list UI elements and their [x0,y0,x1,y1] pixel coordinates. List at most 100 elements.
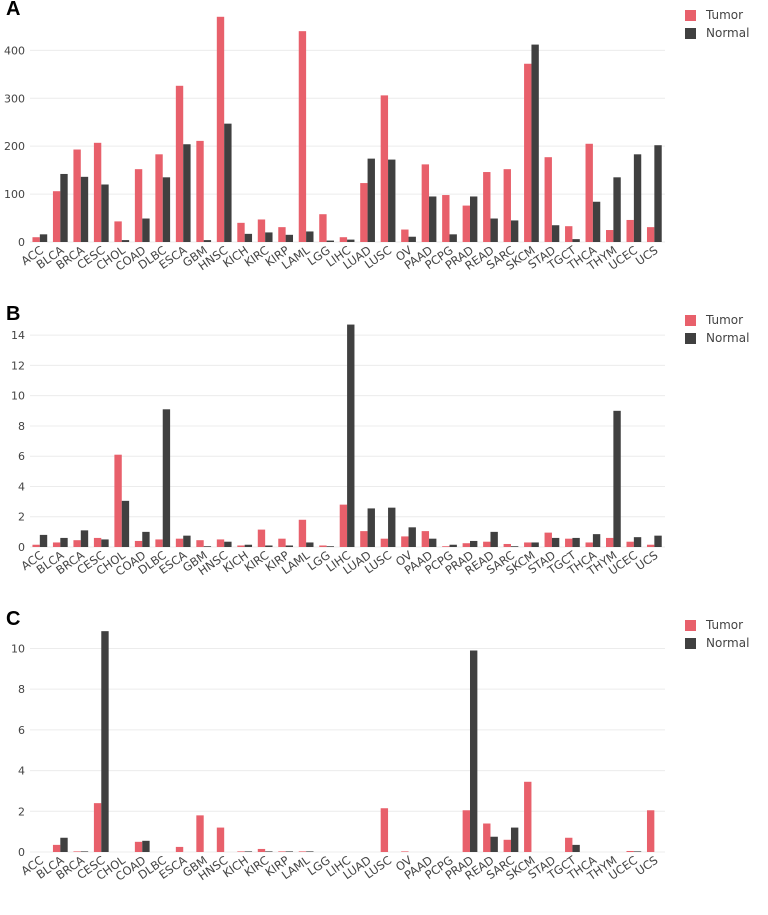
bar-tumor-kirp[interactable] [278,851,286,852]
bar-tumor-sarc[interactable] [503,543,511,547]
bar-normal-thca[interactable] [592,534,601,547]
bar-normal-brca[interactable] [80,530,89,547]
bar-tumor-esca[interactable] [175,538,184,547]
bar-normal-hnsc[interactable] [224,123,232,242]
bar-tumor-hnsc[interactable] [216,16,225,242]
bar-normal-kich[interactable] [244,544,253,547]
bar-tumor-luad[interactable] [360,183,368,242]
bar-normal-sarc[interactable] [510,546,519,547]
bar-tumor-gbm[interactable] [196,140,204,242]
bar-tumor-tgct[interactable] [565,226,573,242]
legend-item-normal[interactable]: Normal [685,24,749,42]
bar-normal-chol[interactable] [121,240,130,242]
bar-tumor-sarc[interactable] [503,839,511,852]
bar-tumor-paad[interactable] [421,531,430,547]
bar-tumor-kirc[interactable] [257,848,266,852]
legend[interactable]: Tumor Normal [685,616,749,652]
bar-normal-kirp[interactable] [285,234,294,242]
bar-tumor-thym[interactable] [606,537,614,547]
bar-tumor-pcpg[interactable] [442,546,450,547]
bar-tumor-lihc[interactable] [339,504,348,547]
bar-tumor-tgct[interactable] [565,837,573,852]
bar-normal-thca[interactable] [592,201,601,242]
bar-tumor-kirc[interactable] [257,219,266,242]
bar-normal-gbm[interactable] [203,240,212,242]
bar-normal-cesc[interactable] [101,184,109,243]
bar-tumor-cesc[interactable] [93,142,102,242]
bar-tumor-lihc[interactable] [339,237,348,242]
bar-tumor-thym[interactable] [606,230,614,242]
bar-normal-read[interactable] [490,531,498,547]
bar-tumor-lgg[interactable] [319,214,327,242]
bar-normal-ov[interactable] [408,527,416,547]
bar-normal-pcpg[interactable] [449,234,457,242]
bar-normal-cesc[interactable] [101,631,109,852]
bar-tumor-brca[interactable] [73,851,81,852]
bar-normal-paad[interactable] [429,538,437,547]
bar-tumor-skcm[interactable] [524,781,532,852]
bar-tumor-chol[interactable] [114,454,122,547]
bar-tumor-lusc[interactable] [380,95,389,242]
bar-tumor-lusc[interactable] [380,538,389,547]
bar-normal-acc[interactable] [39,234,48,242]
bar-tumor-kirp[interactable] [278,538,286,547]
bar-normal-esca[interactable] [183,144,191,242]
bar-normal-laml[interactable] [306,231,314,242]
legend-item-tumor[interactable]: Tumor [685,6,749,24]
bar-normal-sarc[interactable] [510,827,519,852]
bar-tumor-laml[interactable] [298,519,307,547]
bar-tumor-brca[interactable] [73,149,81,242]
bar-normal-stad[interactable] [551,225,560,242]
bar-normal-cesc[interactable] [101,539,109,547]
bar-normal-kirc[interactable] [265,232,273,242]
bar-normal-acc[interactable] [39,534,48,547]
bar-tumor-hnsc[interactable] [216,539,225,547]
bar-tumor-prad[interactable] [462,810,470,852]
bar-normal-ucs[interactable] [654,145,662,242]
bar-tumor-pcpg[interactable] [442,195,450,242]
bar-tumor-ucs[interactable] [646,227,655,242]
bar-tumor-coad[interactable] [134,841,143,852]
bar-tumor-ov[interactable] [401,229,409,242]
legend[interactable]: Tumor Normal [685,6,749,42]
bar-normal-prad[interactable] [469,650,478,852]
bar-tumor-read[interactable] [483,823,491,852]
bar-tumor-ucec[interactable] [626,541,634,547]
legend-item-tumor[interactable]: Tumor [685,616,749,634]
bar-normal-thym[interactable] [613,410,621,547]
bar-tumor-paad[interactable] [421,164,430,242]
bar-normal-esca[interactable] [183,535,191,547]
bar-tumor-dlbc[interactable] [155,539,163,547]
bar-normal-chol[interactable] [121,500,130,547]
bar-normal-prad[interactable] [469,196,478,242]
bar-tumor-ucs[interactable] [646,544,655,547]
legend-item-normal[interactable]: Normal [685,329,749,347]
bar-tumor-gbm[interactable] [196,540,204,547]
bar-normal-tgct[interactable] [572,239,580,242]
bar-normal-coad[interactable] [142,218,150,242]
bar-normal-brca[interactable] [80,176,89,242]
bar-normal-lusc[interactable] [388,507,396,547]
bar-normal-paad[interactable] [429,196,437,242]
bar-tumor-read[interactable] [483,172,491,242]
bar-normal-blca[interactable] [60,537,68,547]
bar-tumor-blca[interactable] [52,542,61,547]
bar-tumor-blca[interactable] [52,844,61,852]
bar-normal-kirc[interactable] [265,545,273,547]
bar-tumor-coad[interactable] [134,169,143,242]
bar-normal-kich[interactable] [244,851,253,852]
bar-normal-luad[interactable] [367,508,375,547]
bar-normal-stad[interactable] [551,537,560,547]
bar-normal-lihc[interactable] [347,239,355,242]
bar-tumor-kich[interactable] [237,222,245,242]
bar-tumor-cesc[interactable] [93,537,102,547]
bar-normal-tgct[interactable] [572,844,580,852]
bar-tumor-read[interactable] [483,541,491,547]
bar-normal-lgg[interactable] [326,240,334,242]
bar-tumor-laml[interactable] [298,851,307,852]
bar-normal-kirc[interactable] [265,851,273,852]
legend[interactable]: Tumor Normal [685,311,749,347]
bar-tumor-thca[interactable] [585,143,593,242]
bar-tumor-skcm[interactable] [524,542,532,547]
bar-normal-skcm[interactable] [531,542,539,547]
